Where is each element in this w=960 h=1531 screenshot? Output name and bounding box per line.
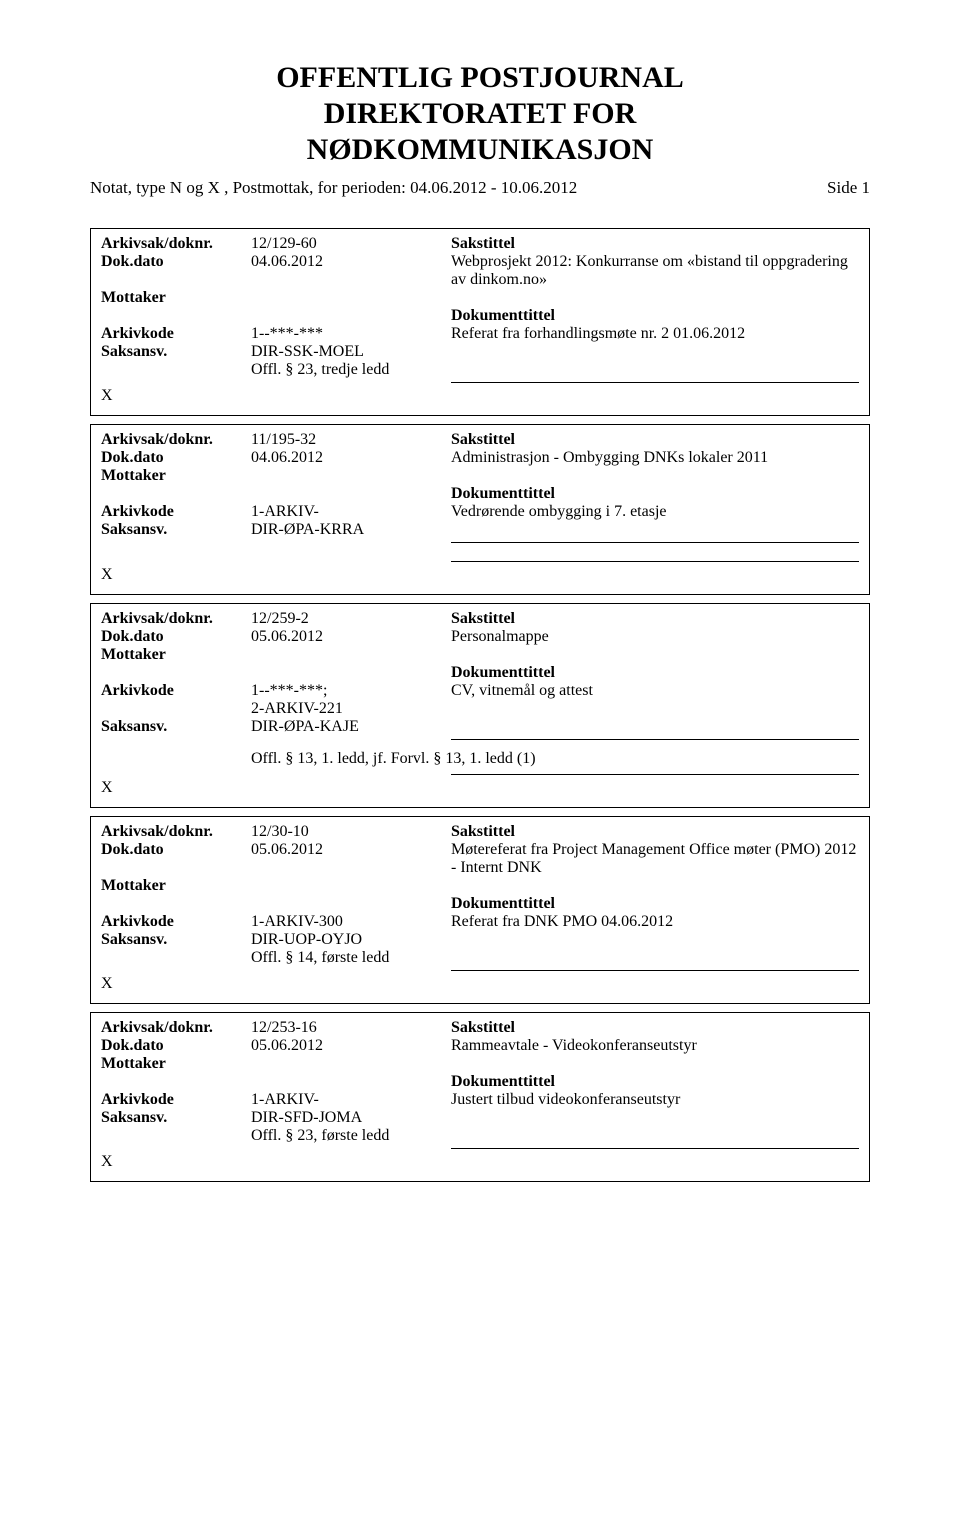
arkivkode-label: Arkivkode	[101, 913, 251, 931]
sakstittel-label: Sakstittel	[451, 431, 561, 449]
doktittel-value: Referat fra DNK PMO 04.06.2012	[451, 913, 859, 931]
record-2: Arkivsak/doknr. 11/195-32 Sakstittel Dok…	[90, 424, 870, 595]
arkivsak-value: 12/259-2	[251, 610, 451, 628]
saksansv-value: DIR-ØPA-KAJE	[251, 718, 451, 736]
dokdato-value: 04.06.2012	[251, 449, 451, 467]
doktittel-value: Justert tilbud videokonferanseutstyr	[451, 1091, 859, 1109]
sakstittel-label: Sakstittel	[451, 1019, 561, 1037]
mottaker-label: Mottaker	[101, 289, 251, 307]
x-mark: X	[101, 566, 859, 584]
divider	[451, 774, 859, 775]
document-page: OFFENTLIG POSTJOURNAL DIREKTORATET FOR N…	[0, 0, 960, 1230]
sakstittel-label: Sakstittel	[451, 823, 561, 841]
x-mark: X	[101, 975, 859, 993]
arkivsak-label: Arkivsak/doknr.	[101, 235, 251, 253]
divider	[451, 970, 859, 971]
dokdato-label: Dok.dato	[101, 628, 251, 646]
dokdato-label: Dok.dato	[101, 841, 251, 859]
saksansv-value: DIR-SSK-MOEL	[251, 343, 451, 361]
doktittel-label: Dokumenttittel	[451, 664, 859, 682]
saksansv-label: Saksansv.	[101, 521, 251, 539]
sakstittel-value: Webprosjekt 2012: Konkurranse om «bistan…	[451, 253, 859, 289]
doktittel-label: Dokumenttittel	[451, 1073, 859, 1091]
dokdato-label: Dok.dato	[101, 449, 251, 467]
divider	[451, 542, 859, 543]
sakstittel-label: Sakstittel	[451, 610, 561, 628]
saksansv-label: Saksansv.	[101, 1109, 251, 1127]
title-line-3: NØDKOMMUNIKASJON	[90, 132, 870, 168]
sakstittel-value: Møtereferat fra Project Management Offic…	[451, 841, 859, 877]
dokdato-value: 05.06.2012	[251, 628, 451, 646]
arkivkode-value: 1-ARKIV-	[251, 503, 451, 521]
arkivkode-label: Arkivkode	[101, 325, 251, 343]
document-header: OFFENTLIG POSTJOURNAL DIREKTORATET FOR N…	[90, 60, 870, 168]
sakstittel-value: Rammeavtale - Videokonferanseutstyr	[451, 1037, 859, 1055]
doktittel-value: Vedrørende ombygging i 7. etasje	[451, 503, 859, 521]
x-mark: X	[101, 1153, 859, 1171]
dokdato-value: 05.06.2012	[251, 1037, 451, 1055]
saksansv-value: DIR-SFD-JOMA	[251, 1109, 451, 1127]
offl-value: Offl. § 23, første ledd	[251, 1127, 451, 1145]
arkivsak-value: 12/129-60	[251, 235, 451, 253]
arkivsak-label: Arkivsak/doknr.	[101, 823, 251, 841]
arkivsak-label: Arkivsak/doknr.	[101, 1019, 251, 1037]
offl-indent: Offl. § 13, 1. ledd, jf. Forvl. § 13, 1.…	[251, 750, 859, 768]
offl-value: Offl. § 14, første ledd	[251, 949, 451, 967]
x-mark: X	[101, 779, 859, 797]
doktittel-value: CV, vitnemål og attest	[451, 682, 859, 700]
arkivsak-label: Arkivsak/doknr.	[101, 431, 251, 449]
arkivkode-label: Arkivkode	[101, 503, 251, 521]
saksansv-value: DIR-UOP-OYJO	[251, 931, 451, 949]
arkivsak-value: 11/195-32	[251, 431, 451, 449]
arkivkode2-value: 2-ARKIV-221	[251, 700, 451, 718]
title-line-2: DIREKTORATET FOR	[90, 96, 870, 132]
arkivkode-label: Arkivkode	[101, 682, 251, 700]
dokdato-value: 04.06.2012	[251, 253, 451, 271]
arkivkode-value: 1--***-***	[251, 325, 451, 343]
arkivkode-value: 1-ARKIV-	[251, 1091, 451, 1109]
record-4: Arkivsak/doknr. 12/30-10 Sakstittel Dok.…	[90, 816, 870, 1004]
dokdato-value: 05.06.2012	[251, 841, 451, 859]
subtitle-row: Notat, type N og X , Postmottak, for per…	[90, 178, 870, 198]
x-mark: X	[101, 387, 859, 405]
mottaker-label: Mottaker	[101, 1055, 251, 1073]
arkivkode-value: 1-ARKIV-300	[251, 913, 451, 931]
doktittel-label: Dokumenttittel	[451, 895, 859, 913]
record-5: Arkivsak/doknr. 12/253-16 Sakstittel Dok…	[90, 1012, 870, 1182]
arkivsak-value: 12/253-16	[251, 1019, 451, 1037]
sakstittel-value: Administrasjon - Ombygging DNKs lokaler …	[451, 449, 859, 467]
doktittel-label: Dokumenttittel	[451, 485, 859, 503]
saksansv-label: Saksansv.	[101, 718, 251, 736]
doktittel-value: Referat fra forhandlingsmøte nr. 2 01.06…	[451, 325, 859, 343]
page-number: Side 1	[827, 178, 870, 198]
saksansv-label: Saksansv.	[101, 931, 251, 949]
arkivkode-label: Arkivkode	[101, 1091, 251, 1109]
mottaker-label: Mottaker	[101, 877, 251, 895]
divider	[451, 382, 859, 383]
record-1: Arkivsak/doknr. 12/129-60 Sakstittel Dok…	[90, 228, 870, 416]
dokdato-label: Dok.dato	[101, 1037, 251, 1055]
arkivkode-value: 1--***-***;	[251, 682, 451, 700]
divider	[451, 561, 859, 562]
title-line-1: OFFENTLIG POSTJOURNAL	[90, 60, 870, 96]
doktittel-label: Dokumenttittel	[451, 307, 859, 325]
sakstittel-label: Sakstittel	[451, 235, 561, 253]
arkivsak-value: 12/30-10	[251, 823, 451, 841]
record-3: Arkivsak/doknr. 12/259-2 Sakstittel Dok.…	[90, 603, 870, 808]
mottaker-label: Mottaker	[101, 467, 251, 485]
sakstittel-value: Personalmappe	[451, 628, 859, 646]
mottaker-label: Mottaker	[101, 646, 251, 664]
divider	[451, 739, 859, 740]
divider	[451, 1148, 859, 1149]
saksansv-label: Saksansv.	[101, 343, 251, 361]
offl-value: Offl. § 23, tredje ledd	[251, 361, 451, 379]
subtitle-text: Notat, type N og X , Postmottak, for per…	[90, 178, 577, 198]
arkivsak-label: Arkivsak/doknr.	[101, 610, 251, 628]
saksansv-value: DIR-ØPA-KRRA	[251, 521, 451, 539]
dokdato-label: Dok.dato	[101, 253, 251, 271]
